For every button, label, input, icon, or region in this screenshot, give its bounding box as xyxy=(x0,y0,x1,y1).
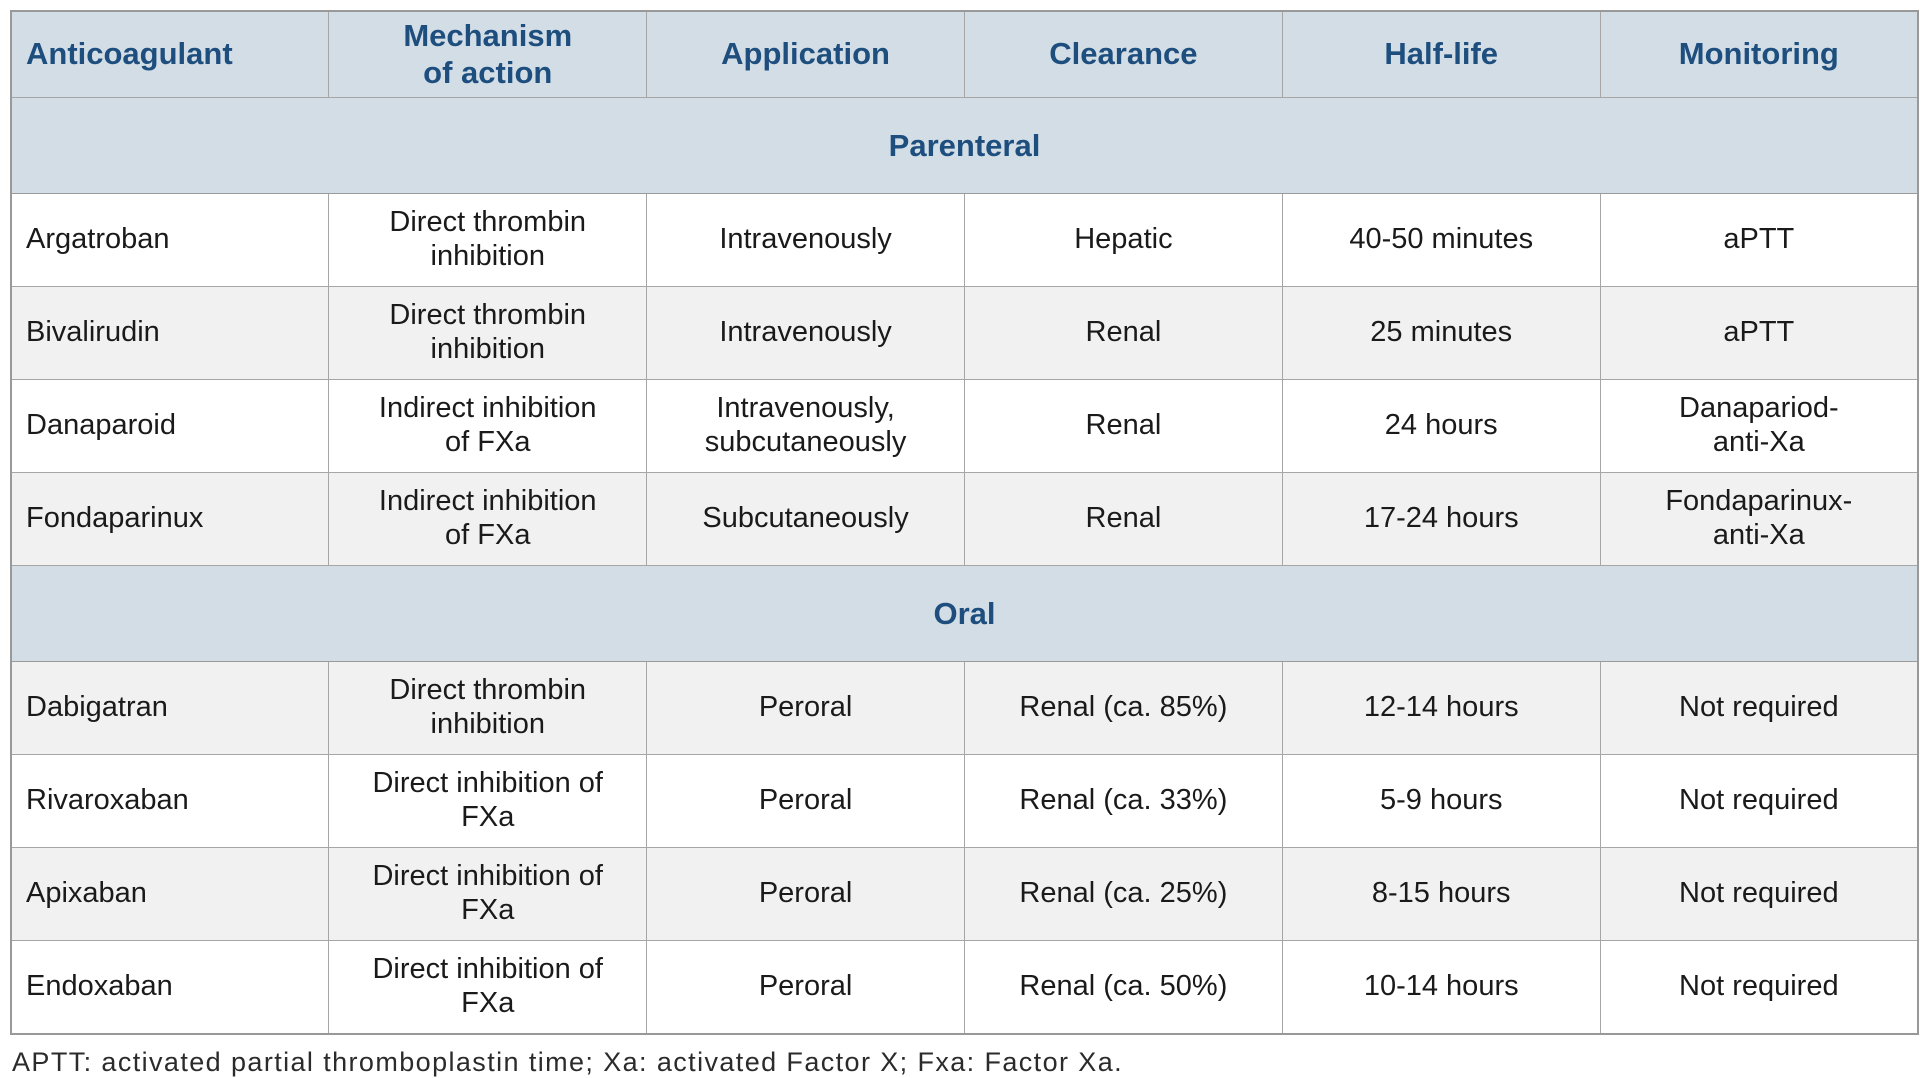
cell-application: Intravenously xyxy=(646,193,965,287)
section-row-parenteral: Parenteral xyxy=(10,97,1919,194)
column-header-mechanism: Mechanism of action xyxy=(328,10,648,98)
anticoagulants-table: Anticoagulant Mechanism of action Applic… xyxy=(10,10,1919,1035)
table-row-argatroban: Argatroban Direct thrombin inhibition Intr… xyxy=(10,193,1919,287)
cell-monitoring: aPTT xyxy=(1599,286,1919,380)
table-row-bivalirudin: Bivalirudin Direct thrombin inhibition Int… xyxy=(10,286,1919,380)
cell-mechanism: Direct thrombin inhibition xyxy=(328,661,648,755)
table-header: Anticoagulant Mechanism of action Applic… xyxy=(10,10,1919,98)
cell-mechanism: Direct thrombin inhibition xyxy=(328,193,648,287)
column-header-anticoagulant: Anticoagulant xyxy=(10,10,330,98)
cell-monitoring: Not required xyxy=(1599,847,1919,941)
cell-monitoring: Fondaparinux- anti-Xa xyxy=(1599,472,1919,566)
cell-monitoring: Not required xyxy=(1599,940,1919,1035)
cell-clearance: Renal (ca. 33%) xyxy=(963,754,1283,848)
cell-anticoagulant: Apixaban xyxy=(10,847,330,941)
cell-monitoring: aPTT xyxy=(1599,193,1919,287)
cell-anticoagulant: Danaparoid xyxy=(10,379,330,473)
cell-anticoagulant: Argatroban xyxy=(10,193,330,287)
column-header-application: Application xyxy=(646,10,965,98)
cell-clearance: Renal (ca. 50%) xyxy=(963,940,1283,1035)
table-body: Parenteral Argatroban Direct thrombin inhi… xyxy=(10,97,1919,1035)
cell-half-life: 10-14 hours xyxy=(1281,940,1601,1035)
header-row: Anticoagulant Mechanism of action Applic… xyxy=(10,10,1919,98)
cell-half-life: 40-50 minutes xyxy=(1281,193,1601,287)
cell-half-life: 5-9 hours xyxy=(1281,754,1601,848)
cell-monitoring: Not required xyxy=(1599,661,1919,755)
cell-monitoring: Danapariod- anti-Xa xyxy=(1599,379,1919,473)
cell-clearance: Renal xyxy=(963,472,1283,566)
cell-mechanism: Indirect inhibition of FXa xyxy=(328,379,648,473)
cell-half-life: 12-14 hours xyxy=(1281,661,1601,755)
cell-application: Intravenously xyxy=(646,286,965,380)
table-row-rivaroxaban: Rivaroxaban Direct inhibition of FXa Peror… xyxy=(10,754,1919,848)
column-header-monitoring: Monitoring xyxy=(1599,10,1919,98)
table-row-endoxaban: Endoxaban Direct inhibition of FXa Peroral… xyxy=(10,940,1919,1035)
table-row-danaparoid: Danaparoid Indirect inhibition of FXa Intr… xyxy=(10,379,1919,473)
cell-mechanism: Direct inhibition of FXa xyxy=(328,940,648,1035)
column-header-half-life: Half-life xyxy=(1281,10,1601,98)
cell-anticoagulant: Bivalirudin xyxy=(10,286,330,380)
cell-clearance: Renal (ca. 85%) xyxy=(963,661,1283,755)
table-row-fondaparinux: Fondaparinux Indirect inhibition of FXa Su… xyxy=(10,472,1919,566)
cell-application: Peroral xyxy=(646,847,965,941)
cell-mechanism: Indirect inhibition of FXa xyxy=(328,472,648,566)
cell-clearance: Renal xyxy=(963,379,1283,473)
cell-clearance: Renal xyxy=(963,286,1283,380)
cell-mechanism: Direct thrombin inhibition xyxy=(328,286,648,380)
section-row-oral: Oral xyxy=(10,565,1919,662)
cell-mechanism: Direct inhibition of FXa xyxy=(328,847,648,941)
cell-application: Peroral xyxy=(646,661,965,755)
cell-application: Peroral xyxy=(646,754,965,848)
cell-mechanism: Direct inhibition of FXa xyxy=(328,754,648,848)
cell-half-life: 8-15 hours xyxy=(1281,847,1601,941)
cell-application: Peroral xyxy=(646,940,965,1035)
cell-half-life: 25 minutes xyxy=(1281,286,1601,380)
cell-anticoagulant: Fondaparinux xyxy=(10,472,330,566)
cell-clearance: Renal (ca. 25%) xyxy=(963,847,1283,941)
cell-half-life: 24 hours xyxy=(1281,379,1601,473)
cell-monitoring: Not required xyxy=(1599,754,1919,848)
section-label: Parenteral xyxy=(10,97,1919,194)
cell-clearance: Hepatic xyxy=(963,193,1283,287)
section-label: Oral xyxy=(10,565,1919,662)
cell-anticoagulant: Dabigatran xyxy=(10,661,330,755)
footnote: APTT: activated partial thromboplastin t… xyxy=(12,1047,1124,1077)
cell-half-life: 17-24 hours xyxy=(1281,472,1601,566)
column-header-clearance: Clearance xyxy=(963,10,1283,98)
table-row-dabigatran: Dabigatran Direct thrombin inhibition Pero… xyxy=(10,661,1919,755)
cell-application: Subcutaneously xyxy=(646,472,965,566)
cell-anticoagulant: Endoxaban xyxy=(10,940,330,1035)
cell-application: Intravenously, subcutaneously xyxy=(646,379,965,473)
table-row-apixaban: Apixaban Direct inhibition of FXa Peroral R… xyxy=(10,847,1919,941)
cell-anticoagulant: Rivaroxaban xyxy=(10,754,330,848)
